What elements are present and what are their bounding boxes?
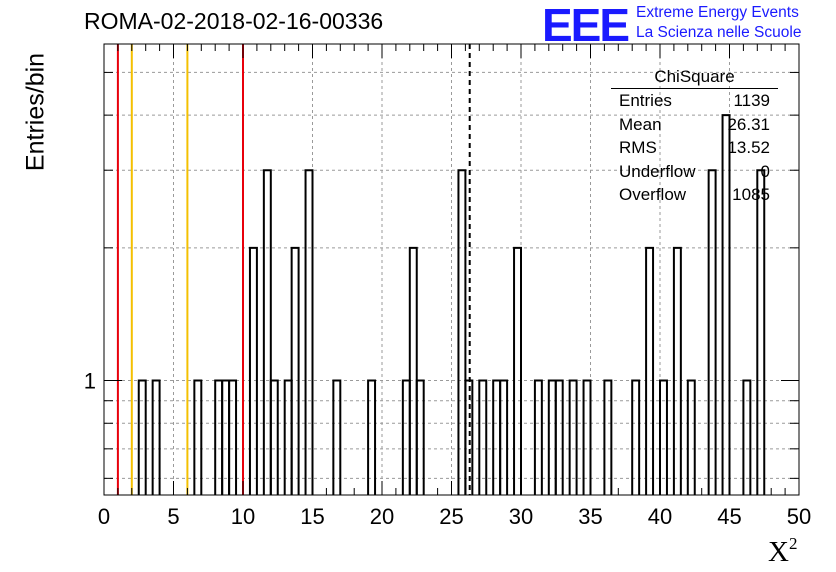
- histogram-bar: [415, 379, 425, 495]
- axes: [103, 43, 800, 496]
- x-tick-label: 25: [439, 504, 463, 529]
- histogram-bar: [290, 246, 300, 495]
- histogram-bar: [582, 379, 592, 495]
- histogram-bar: [408, 246, 418, 495]
- x-axis-label: X2: [768, 534, 798, 568]
- histogram-bar: [756, 169, 766, 495]
- stats-row-rms: RMS 13.52: [619, 138, 770, 158]
- y-tick-label: 1: [84, 369, 96, 394]
- histogram-bar: [151, 379, 161, 495]
- histogram-bar: [262, 169, 272, 495]
- stats-row-mean: Mean 26.31: [619, 114, 770, 134]
- x-tick-label: 20: [370, 504, 394, 529]
- logo-line-1: Extreme Energy Events: [636, 4, 799, 21]
- histogram-bar: [228, 379, 238, 495]
- histogram-bar: [492, 379, 502, 495]
- x-tick-labels: 0 5 10 15 20 25 30 35 40 45 50: [98, 504, 811, 529]
- histogram-bar: [672, 246, 682, 495]
- histogram-bar: [248, 246, 258, 495]
- x-tick-label: 10: [231, 504, 255, 529]
- stats-row-overflow: Overflow 1085: [619, 185, 770, 205]
- chart-title: ROMA-02-2018-02-16-00336: [84, 8, 384, 34]
- stats-box: ChiSquare Entries 1139 Mean 26.31 RMS 13.52…: [611, 66, 778, 207]
- x-tick-label: 50: [787, 504, 811, 529]
- histogram-bar: [332, 379, 342, 495]
- histogram-bar: [659, 379, 668, 495]
- histogram-bar: [214, 379, 224, 495]
- histogram-bar: [547, 379, 557, 495]
- histogram-bar: [367, 379, 377, 495]
- histogram-bar: [478, 379, 488, 495]
- histogram-bar: [686, 379, 696, 495]
- histogram-bar: [533, 379, 543, 495]
- x-tick-label: 30: [509, 504, 533, 529]
- reference-lines: [116, 44, 471, 495]
- histogram-bar: [742, 379, 752, 495]
- histogram-bar: [707, 169, 717, 495]
- histogram-bar: [645, 246, 655, 495]
- stats-title: ChiSquare: [611, 66, 778, 89]
- histogram-bar: [137, 379, 147, 495]
- stats-row-entries: Entries 1139: [619, 91, 770, 110]
- y-axis-label: Entries/bin: [21, 52, 50, 172]
- x-tick-label: 0: [98, 504, 110, 529]
- eee-logo: EEE: [542, 0, 630, 51]
- histogram-bar: [721, 114, 731, 495]
- histogram-bar: [304, 169, 314, 495]
- x-tick-label: 40: [648, 504, 672, 529]
- histogram-bar: [631, 379, 641, 495]
- histogram-bar: [568, 379, 578, 495]
- histogram-bar: [221, 379, 231, 495]
- y-tick-labels: 1: [84, 369, 96, 394]
- x-tick-label: 5: [167, 504, 179, 529]
- x-tick-label: 45: [717, 504, 741, 529]
- histogram-bar: [283, 379, 293, 495]
- histogram-bar: [457, 169, 467, 495]
- histogram-bar: [401, 379, 411, 495]
- histogram-bar: [554, 379, 564, 495]
- logo-line-2: La Scienza nelle Scuole: [636, 24, 802, 41]
- x-tick-label: 35: [578, 504, 602, 529]
- histogram-bar: [193, 379, 203, 495]
- histogram-bar: [269, 379, 279, 495]
- histogram-bars: [137, 114, 766, 495]
- histogram-bar: [513, 246, 522, 495]
- histogram-bar: [603, 379, 613, 495]
- histogram-bar: [499, 379, 509, 495]
- stats-row-underflow: Underflow 0: [619, 161, 770, 181]
- x-tick-label: 15: [300, 504, 324, 529]
